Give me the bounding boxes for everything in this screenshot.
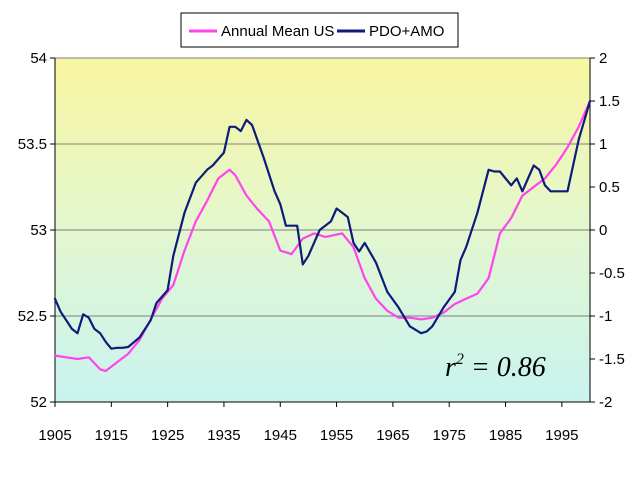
r-squared-superscript: 2 [456, 351, 464, 368]
x-tick-label: 1965 [376, 427, 409, 444]
series-layer [53, 99, 592, 373]
right-tick-label: 1 [599, 136, 607, 153]
r-squared-value: = 0.86 [464, 352, 546, 383]
x-tick-label: 1975 [433, 427, 466, 444]
r-squared-annotation: r2 = 0.86 [445, 351, 546, 383]
x-tick-label: 1955 [320, 427, 353, 444]
x-tick-label: 1905 [38, 427, 71, 444]
right-tick-label: 0 [599, 222, 607, 239]
x-tick-label: 1995 [545, 427, 578, 444]
x-tick-label: 1945 [264, 427, 297, 444]
series-line-annual-mean-us [53, 99, 592, 373]
right-tick-label: -0.5 [599, 265, 625, 282]
x-tick-label: 1925 [151, 427, 184, 444]
left-tick-label: 54 [30, 50, 47, 67]
x-axis-ticks: 1905 1915 1925 1935 1945 1955 1965 1975 1985 1995 [38, 402, 579, 444]
right-tick-label: -1.5 [599, 351, 625, 368]
left-tick-label: 53 [30, 222, 47, 239]
r-squared-prefix: r [445, 352, 456, 383]
series-line-pdo-amo [53, 99, 592, 350]
right-tick-label: 2 [599, 50, 607, 67]
x-tick-label: 1915 [95, 427, 128, 444]
x-tick-label: 1985 [489, 427, 522, 444]
legend-label-pdo-amo: PDO+AMO [369, 23, 444, 40]
right-tick-label: 1.5 [599, 93, 620, 110]
right-tick-label: 0.5 [599, 179, 620, 196]
left-tick-label: 52.5 [18, 308, 47, 325]
left-tick-label: 53.5 [18, 136, 47, 153]
right-axis-ticks: 2 1.5 1 0.5 0 -0.5 -1 -1.5 -2 [590, 50, 625, 411]
legend-box [180, 12, 459, 48]
right-tick-label: -2 [599, 394, 612, 411]
legend: Annual Mean US PDO+AMO [180, 12, 459, 48]
x-tick-label: 1935 [207, 427, 240, 444]
left-axis-ticks: 54 53.5 53 52.5 52 [18, 50, 55, 411]
right-tick-label: -1 [599, 308, 612, 325]
left-tick-label: 52 [30, 394, 47, 411]
legend-label-annual-mean-us: Annual Mean US [221, 23, 334, 40]
